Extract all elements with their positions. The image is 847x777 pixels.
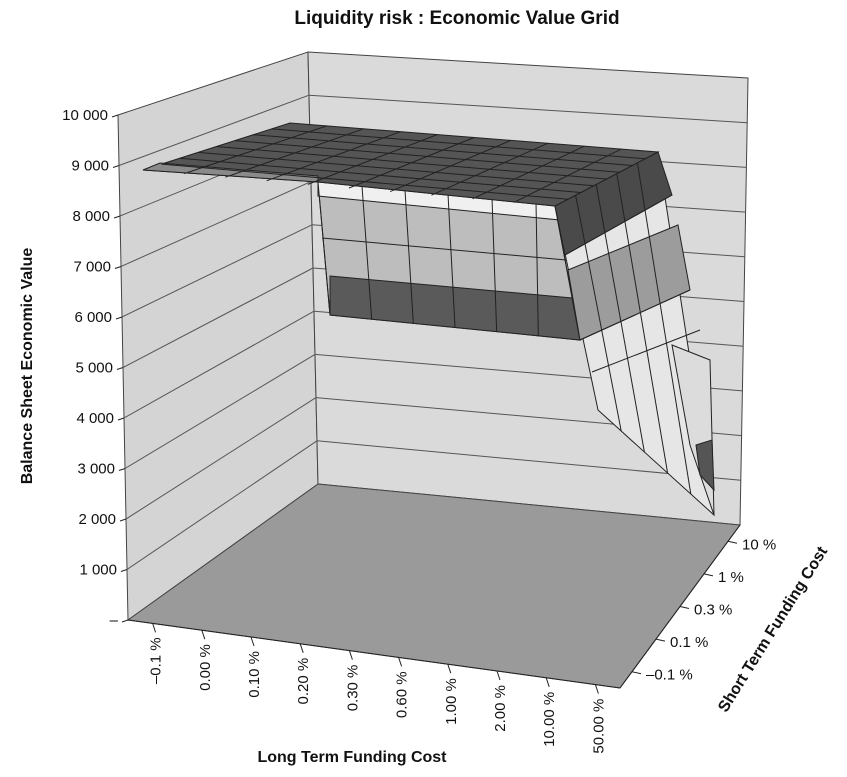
y-tick-label: 0.3 %	[694, 602, 732, 619]
z-tick-label: 2 000	[78, 511, 116, 528]
z-tick-label: 3 000	[77, 461, 115, 478]
x-tick-label: 50.00 %	[590, 699, 607, 754]
y-tick-mark	[727, 540, 738, 544]
surface-gridline	[404, 189, 414, 324]
surface-gridline	[198, 151, 594, 187]
z-axis-title: Balance Sheet Economic Value	[19, 248, 36, 485]
z-tick-mark	[112, 165, 120, 168]
x-axis-ticks: –0.1 % 0.00 % 0.10 % 0.20 % 0.30 % 0.60 % 1.00…	[127, 619, 621, 754]
z-tick-mark	[111, 114, 119, 118]
z-tick-label: 4 000	[76, 410, 114, 427]
surface-gridline	[636, 162, 692, 495]
surface-gridline	[216, 146, 607, 180]
left-wall-gridline	[123, 310, 315, 419]
x-tick-mark	[250, 636, 255, 647]
back-wall-gridline	[308, 94, 748, 124]
left-wall-gridline	[126, 440, 318, 570]
x-tick-mark	[152, 623, 157, 633]
x-tick-mark	[201, 630, 206, 640]
z-tick-mark	[121, 619, 129, 623]
left-wall-gridline	[125, 397, 317, 520]
z-tick-label: 5 000	[75, 360, 113, 377]
x-tick-label: 0.10 %	[246, 651, 263, 698]
z-tick-mark	[115, 316, 123, 320]
chart-title: Liquidity risk : Economic Value Grid	[294, 8, 619, 29]
surface-gridline	[535, 201, 539, 336]
surface	[142, 122, 715, 517]
x-tick-label: 0.30 %	[344, 665, 361, 712]
surface-gridline	[321, 237, 567, 261]
surface-gridline	[491, 197, 498, 332]
left-wall-gridline	[120, 181, 312, 267]
surface-drop-tail-dark	[695, 439, 715, 492]
x-tick-label: 10.00 %	[541, 692, 558, 747]
surface-gridline	[575, 195, 622, 432]
surface-gridline	[595, 184, 645, 453]
z-tick-label: 10 000	[62, 107, 108, 124]
z-tick-mark	[118, 468, 126, 471]
y-tick-mark	[631, 671, 642, 675]
x-tick-mark	[398, 657, 403, 667]
z-tick-label: 7 000	[73, 259, 111, 276]
x-tick-label: 0.00 %	[197, 644, 214, 691]
z-tick-label: 6 000	[74, 309, 112, 326]
left-wall-gridline	[121, 224, 313, 318]
left-wall-gridline	[122, 267, 314, 368]
z-tick-mark	[119, 518, 127, 522]
z-tick-mark	[117, 417, 125, 421]
x-tick-label: –0.1 %	[148, 637, 165, 684]
surface-top-grid	[161, 125, 646, 203]
x-tick-mark	[299, 643, 304, 653]
z-tick-mark	[120, 569, 128, 572]
z-tick-label: 1 000	[79, 562, 117, 579]
x-axis-line	[127, 619, 621, 689]
z-tick-label: –	[110, 612, 119, 629]
x-tick-label: 2.00 %	[492, 685, 509, 732]
surface-gridline	[234, 140, 620, 173]
left-wall-gridline	[118, 94, 310, 166]
x-tick-mark	[496, 670, 501, 681]
y-tick-label: 10 %	[742, 536, 776, 553]
surface-gridline	[317, 181, 331, 316]
surface-top-front-strip	[142, 162, 319, 183]
x-axis-title: Long Term Funding Cost	[257, 749, 447, 766]
z-tick-label: 8 000	[72, 208, 110, 225]
x-tick-mark	[348, 650, 353, 660]
y-tick-label: 1 %	[718, 569, 744, 586]
surface-drop-grid	[564, 162, 701, 495]
y-tick-label: 0.1 %	[670, 634, 708, 651]
x-tick-mark	[594, 684, 599, 694]
surface-gridline	[361, 185, 373, 320]
z-tick-mark	[113, 215, 121, 219]
y-tick-mark	[703, 573, 714, 577]
x-tick-mark	[447, 664, 452, 674]
surface-gridline	[447, 193, 456, 328]
surface-gridline	[579, 289, 691, 341]
y-tick-mark	[655, 638, 666, 642]
surface-gridline	[179, 157, 581, 193]
z-axis-ticks: 10 000 9 000 8 000 7 000 6 000 5 000 4 000 3 00…	[62, 107, 129, 629]
surface-gridline	[161, 163, 568, 200]
surface-gridline	[271, 128, 646, 160]
z-tick-mark	[116, 367, 124, 370]
x-tick-mark	[545, 677, 550, 687]
z-tick-mark	[114, 266, 122, 269]
z-tick-label: 9 000	[71, 158, 109, 175]
y-axis-line	[619, 524, 741, 689]
y-tick-mark	[679, 606, 690, 609]
y-axis-ticks: –0.1 % 0.1 % 0.3 % 1 % 10 %	[619, 524, 776, 689]
surface-gridline	[591, 329, 701, 373]
surface-gridline	[616, 173, 669, 474]
x-tick-label: 0.20 %	[295, 658, 312, 705]
y-tick-label: –0.1 %	[646, 667, 693, 684]
x-tick-label: 1.00 %	[443, 678, 460, 725]
left-wall-gridline	[124, 353, 316, 469]
surface-gridline	[253, 134, 633, 166]
surface-gridline	[564, 194, 673, 256]
x-tick-label: 0.60 %	[394, 671, 411, 718]
